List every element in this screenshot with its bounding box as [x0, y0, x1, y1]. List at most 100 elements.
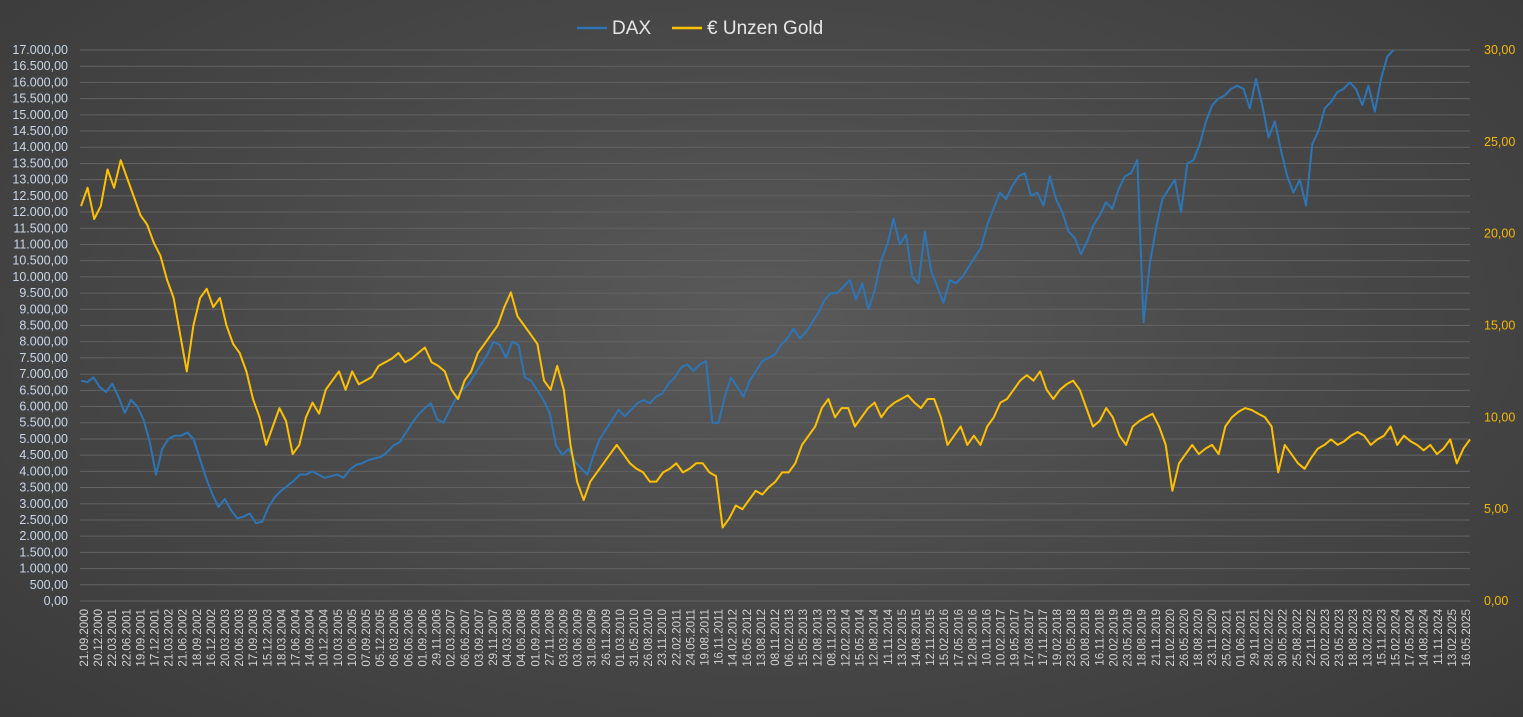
y-left-tick-label: 5.500,00	[19, 416, 68, 430]
x-tick-label: 26.11.2009	[601, 609, 613, 666]
x-tick-label: 23.05.2019	[1123, 609, 1135, 667]
x-tick-label: 15.11.2023	[1376, 609, 1388, 666]
series-line-gold	[80, 159, 1471, 529]
x-tick-label: 21.03.2002	[164, 609, 176, 667]
x-tick-label: 13.08.2012	[756, 609, 768, 667]
y-left-tick-label: 11.500,00	[13, 221, 68, 235]
y-left-tick-label: 2.000,00	[19, 529, 68, 543]
y-right-tick-label: 10,00	[1484, 410, 1515, 424]
series-layer	[80, 49, 1471, 529]
x-tick-label: 17.12.2001	[150, 609, 162, 667]
legend-label-gold: € Unzen Gold	[707, 18, 823, 39]
x-tick-label: 12.08.2013	[812, 609, 824, 667]
y-left-tick-label: 3.000,00	[19, 497, 68, 511]
x-tick-label: 22.06.2001	[121, 609, 133, 667]
y-left-tick-label: 10.500,00	[12, 254, 68, 268]
x-tick-label: 08.11.2012	[770, 609, 782, 666]
x-tick-label: 12.11.2015	[925, 609, 937, 666]
y-left-tick-label: 5.000,00	[19, 432, 68, 446]
x-tick-label: 16.11.2018	[1094, 609, 1106, 666]
x-tick-label: 13.02.2015	[897, 609, 909, 667]
y-left-tick-label: 500,00	[30, 578, 68, 592]
x-tick-label: 16.11.2011	[714, 609, 726, 665]
x-tick-label: 20.02.2019	[1108, 609, 1120, 667]
x-tick-label: 20.08.2018	[1080, 609, 1092, 667]
x-tick-label: 13.02.2025	[1447, 609, 1459, 667]
x-tick-label: 12.02.2014	[841, 608, 853, 666]
x-tick-label: 27.11.2008	[544, 609, 556, 666]
y-left-tick-label: 12.500,00	[12, 189, 68, 203]
x-tick-label: 25.02.2021	[1221, 609, 1233, 667]
y-left-tick-label: 8.500,00	[19, 319, 68, 333]
gridlines	[80, 49, 1470, 602]
x-tick-label: 29.11.2006	[432, 609, 444, 666]
x-tick-label: 18.09.2002	[192, 609, 204, 667]
x-tick-label: 23.11.2010	[657, 609, 669, 666]
x-tick-label: 06.03.2006	[389, 609, 401, 667]
x-tick-label: 10.12.2004	[319, 608, 331, 666]
x-tick-label: 03.06.2009	[573, 609, 585, 667]
x-tick-label: 14.02.2012	[728, 609, 740, 667]
x-tick-label: 19.09.2001	[135, 609, 147, 667]
y-left-tick-label: 16.500,00	[12, 59, 68, 73]
y-left-tick-label: 9.000,00	[19, 302, 68, 316]
legend-label-dax: DAX	[612, 18, 651, 39]
x-tick-label: 15.02.2016	[939, 609, 951, 667]
y-left-tick-label: 4.000,00	[19, 464, 68, 478]
x-tick-label: 18.08.2020	[1193, 609, 1205, 667]
x-tick-label: 14.08.2024	[1419, 608, 1431, 666]
x-tick-label: 20.02.2023	[1320, 609, 1332, 667]
y-right-tick-label: 0,00	[1484, 594, 1508, 608]
x-tick-label: 19.05.2017	[1010, 609, 1022, 667]
x-tick-label: 26.08.2010	[643, 609, 655, 667]
x-tick-label: 21.02.2020	[1165, 609, 1177, 667]
x-tick-label: 10.03.2005	[333, 609, 345, 667]
x-tick-label: 16.05.2012	[742, 609, 754, 667]
x-tick-label: 04.06.2008	[516, 609, 528, 667]
x-tick-label: 18.08.2019	[1137, 609, 1149, 667]
x-tick-label: 22.03.2001	[107, 609, 119, 667]
y-left-tick-label: 12.000,00	[12, 205, 68, 219]
x-tick-label: 25.08.2022	[1292, 609, 1304, 667]
x-tick-label: 14.09.2004	[305, 608, 317, 666]
x-tick-label: 01.09.2008	[530, 609, 542, 667]
legend: DAX € Unzen Gold	[577, 18, 823, 39]
x-axis: 21.09.2000 20.12.2000 22.03.2001 22.06.2001…	[79, 608, 1473, 666]
y-left-tick-label: 6.000,00	[19, 400, 68, 414]
y-left-tick-label: 4.500,00	[19, 448, 68, 462]
x-tick-label: 12.08.2016	[967, 609, 979, 667]
left-axis: 0,00 500,00 1.000,00 1.500,00 2.000,00 2.500,…	[12, 43, 68, 608]
x-tick-label: 10.11.2016	[982, 609, 994, 666]
x-tick-label: 01.03.2010	[615, 609, 627, 667]
x-tick-label: 29.11.2021	[1249, 609, 1261, 666]
x-tick-label: 22.11.2022	[1306, 609, 1318, 666]
x-tick-label: 06.02.2013	[784, 609, 796, 667]
y-left-tick-label: 1.500,00	[19, 545, 68, 559]
x-tick-label: 31.05.2010	[629, 609, 641, 667]
x-tick-label: 20.03.2003	[220, 609, 232, 667]
y-left-tick-label: 15.000,00	[12, 108, 68, 122]
y-right-tick-label: 25,00	[1484, 135, 1515, 149]
x-tick-label: 28.02.2022	[1264, 609, 1276, 667]
x-tick-label: 24.05.2011	[685, 609, 697, 666]
x-tick-label: 21.06.2002	[178, 609, 190, 667]
x-tick-label: 17.08.2017	[1024, 609, 1036, 667]
x-tick-label: 05.12.2005	[375, 609, 387, 667]
x-tick-label: 16.05.2025	[1461, 609, 1473, 667]
x-tick-label: 11.11.2014	[883, 608, 895, 664]
y-left-tick-label: 6.500,00	[19, 383, 68, 397]
x-tick-label: 04.03.2008	[502, 609, 514, 667]
y-left-tick-label: 1.000,00	[19, 562, 68, 576]
x-tick-label: 17.09.2003	[248, 609, 260, 667]
x-tick-label: 15.12.2003	[262, 609, 274, 667]
x-tick-label: 20.12.2000	[93, 609, 105, 667]
y-right-tick-label: 15,00	[1484, 319, 1515, 333]
y-left-tick-label: 14.500,00	[12, 124, 68, 138]
x-tick-label: 22.02.2011	[671, 609, 683, 666]
y-right-tick-label: 30,00	[1484, 43, 1515, 57]
x-tick-label: 18.08.2023	[1348, 609, 1360, 667]
x-tick-label: 15.02.2024	[1390, 608, 1402, 666]
right-axis: 0,00 5,00 10,00 15,00 20,00 25,00 30,00	[1484, 43, 1515, 608]
x-tick-label: 20.06.2003	[234, 609, 246, 667]
